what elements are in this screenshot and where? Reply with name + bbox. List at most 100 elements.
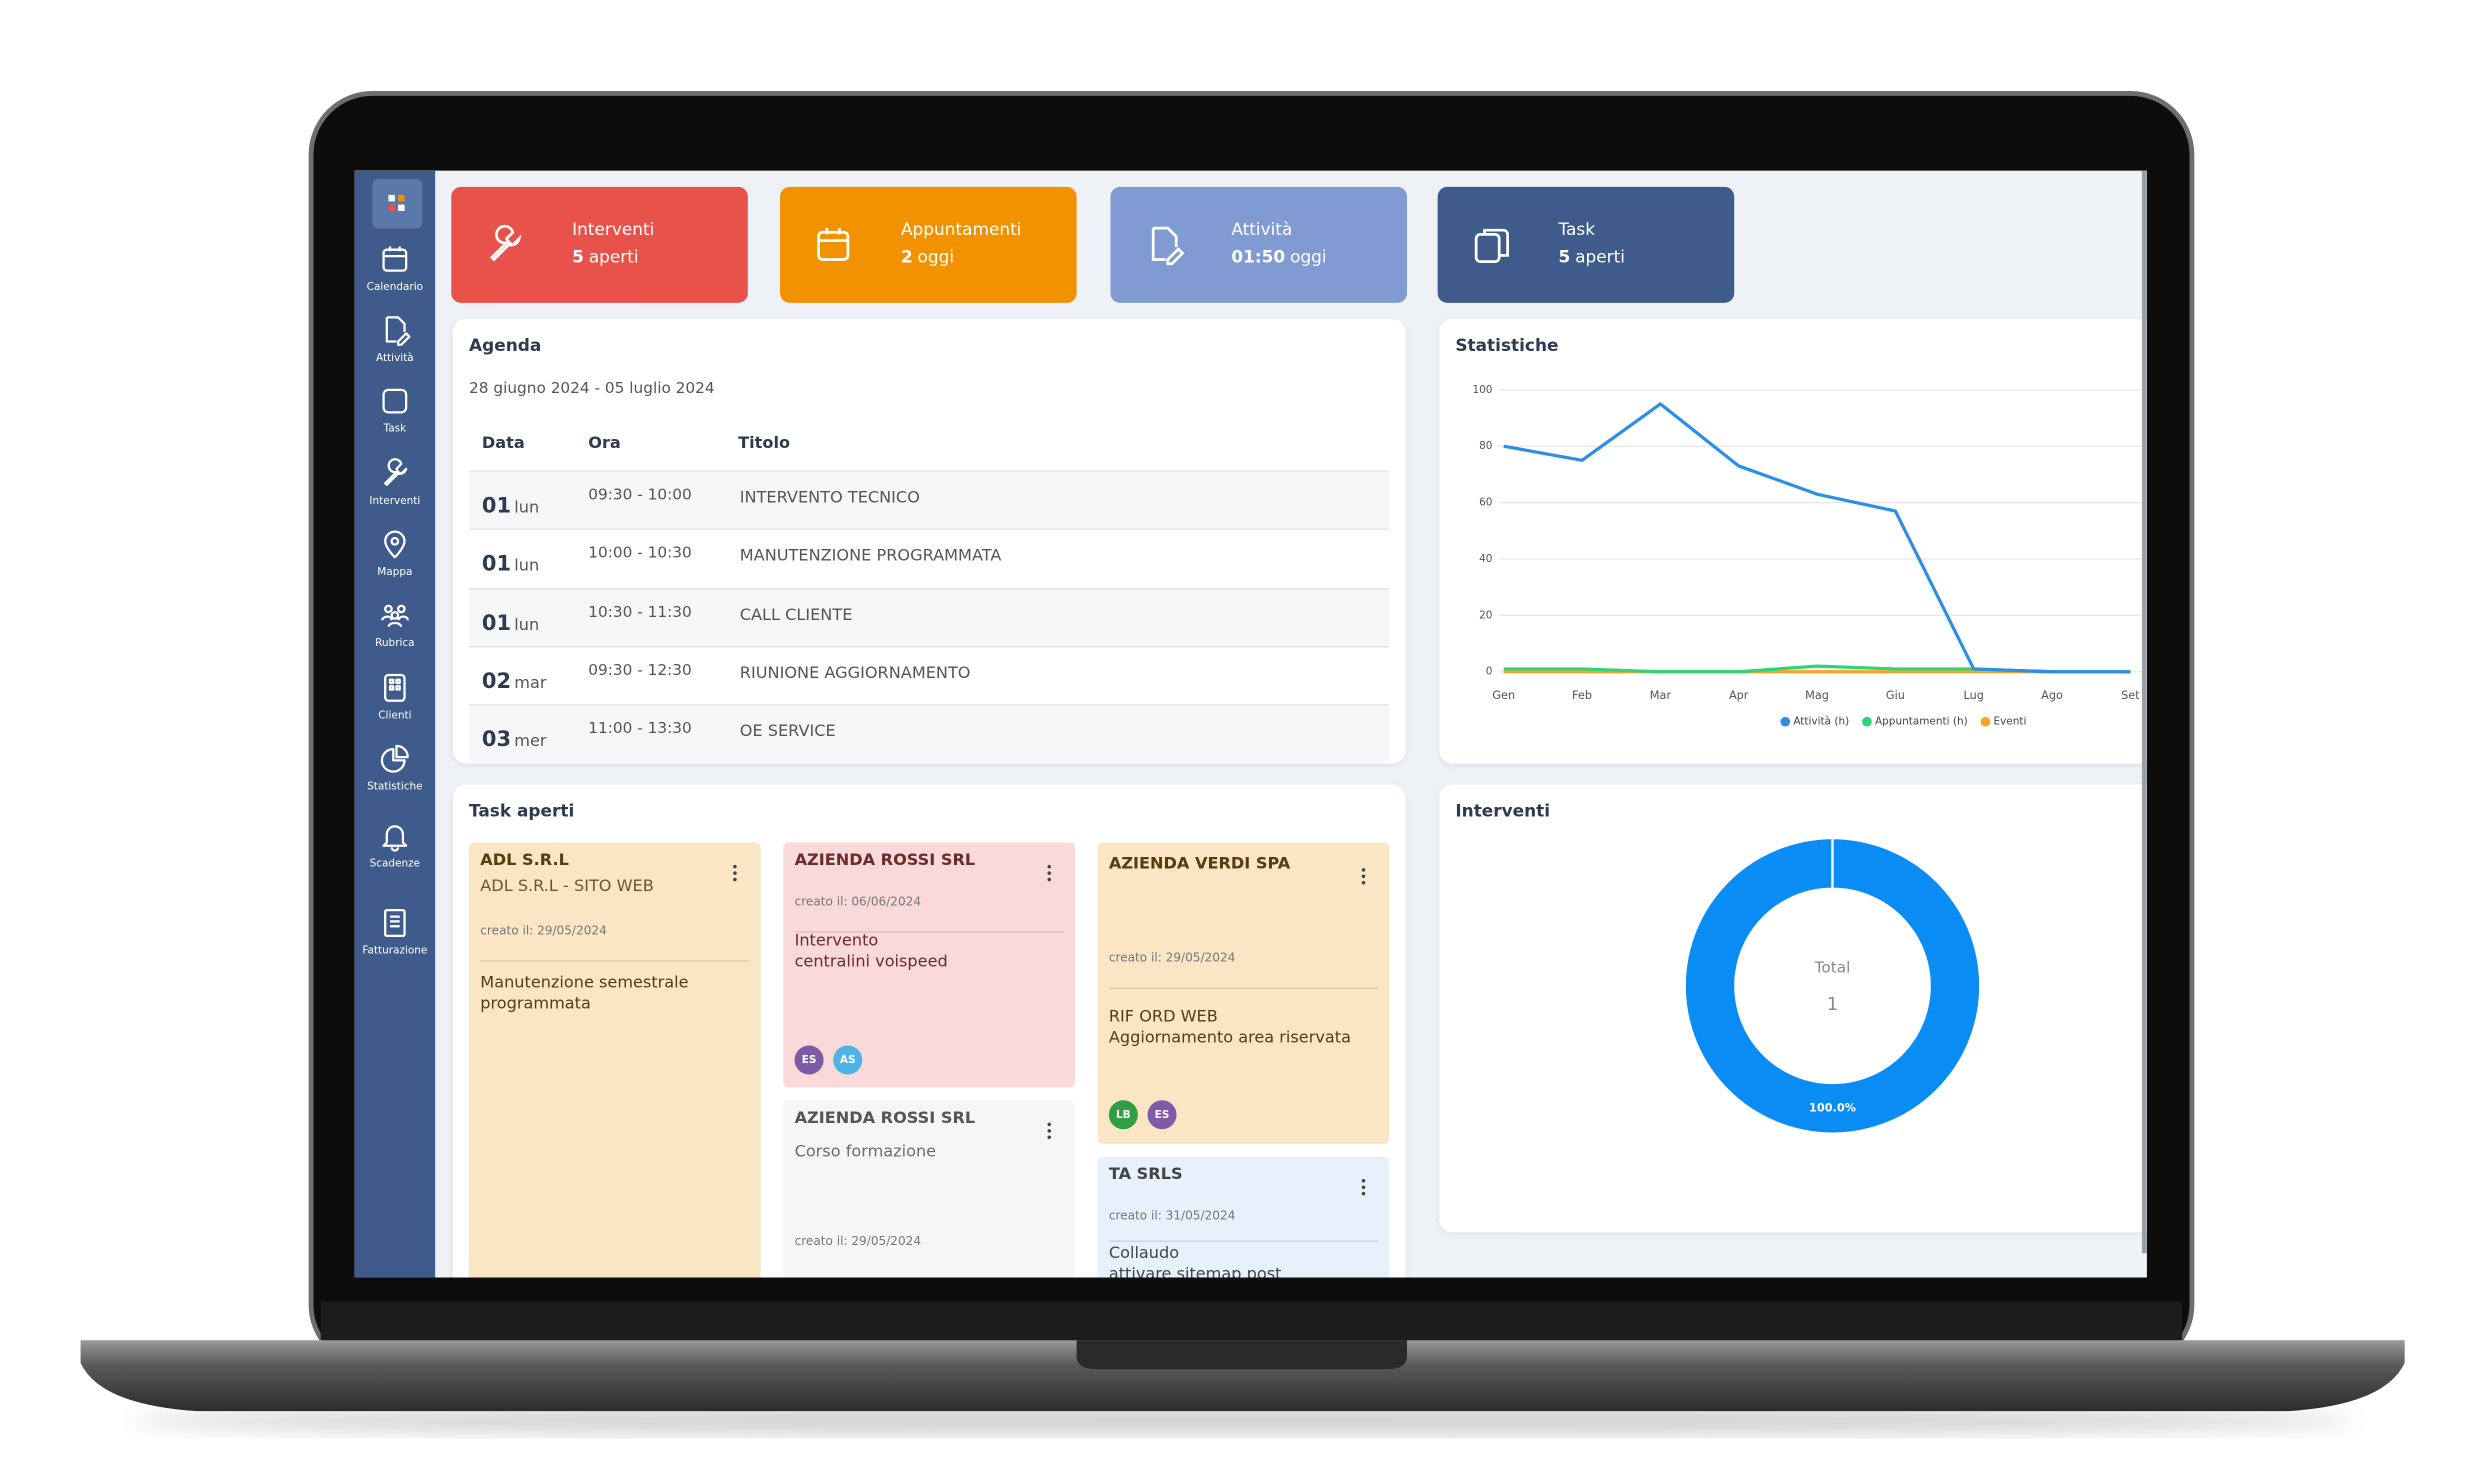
agenda-row: [469, 470, 1390, 529]
doughnut-slice: [1685, 839, 1980, 1133]
agenda-weekday: mer: [514, 733, 547, 751]
task-description: centralini voispeed: [794, 952, 948, 971]
agenda-weekday: lun: [514, 557, 540, 576]
x-tick-label: Set: [2121, 689, 2140, 702]
agenda-event-title: CALL CLIENTE: [739, 606, 853, 625]
task-subtitle: ADL S.R.L - SITO WEB: [480, 877, 654, 896]
nav-item[interactable]: Attività: [355, 314, 436, 364]
agenda-row: [469, 645, 1390, 704]
task-card[interactable]: AZIENDA ROSSI SRL Corso formazione creato …: [783, 1100, 1076, 1278]
y-tick-label: 60: [1479, 497, 1492, 509]
avatar[interactable]: AS: [833, 1045, 863, 1075]
menu-dot: [733, 864, 737, 869]
avatar[interactable]: ES: [794, 1045, 824, 1075]
nav-label: Calendario: [366, 280, 424, 294]
agenda-day: 01: [481, 553, 512, 578]
nav-label: Rubrica: [375, 636, 415, 650]
task-separator: [1108, 987, 1379, 990]
menu-dot: [1361, 1185, 1366, 1190]
tasks-title: Task aperti: [469, 802, 575, 822]
agenda-event-title: MANUTENZIONE PROGRAMMATA: [739, 548, 1002, 566]
shadow: [130, 1406, 2355, 1436]
stat-card[interactable]: Attività 01:50 oggi: [1110, 186, 1408, 303]
nav-item[interactable]: Interventi: [355, 457, 436, 507]
menu-dot: [733, 871, 737, 875]
task-menu: [1047, 864, 1051, 882]
stat-title: Appuntamenti: [900, 220, 1022, 241]
stat-value: 2: [900, 248, 913, 268]
logo[interactable]: [372, 178, 423, 229]
y-tick-label: 80: [1479, 440, 1492, 452]
task-menu: [1047, 1122, 1051, 1140]
nav-icon: [382, 388, 408, 414]
avatar[interactable]: LB: [1108, 1100, 1138, 1130]
agenda-event-title: INTERVENTO TECNICO: [739, 489, 920, 508]
x-tick-label: Lug: [1963, 689, 1983, 702]
x-tick-label: Feb: [1572, 689, 1592, 702]
menu-dot: [1361, 868, 1366, 872]
stat-card[interactable]: Task 5 aperti: [1437, 186, 1735, 303]
nav-label: Attività: [375, 351, 414, 365]
agenda-time: 09:30 - 12:30: [588, 661, 692, 680]
stat-icon: [1151, 226, 1185, 266]
menu-dot: [1361, 874, 1366, 879]
task-card[interactable]: ADL S.R.L ADL S.R.L - SITO WEB creato il: …: [469, 842, 761, 1278]
nav-icon: [382, 246, 408, 272]
nav-item[interactable]: Fatturazione: [355, 907, 436, 957]
stat-card[interactable]: Appuntamenti 2 oggi: [780, 186, 1077, 303]
agenda-column-header: Ora: [588, 434, 621, 453]
dashboard: Calendario Attività Task Interventi Mappa Rub…: [354, 170, 2147, 1278]
stat-title: Interventi: [572, 220, 655, 241]
nav-item[interactable]: Scadenze: [355, 820, 436, 870]
task-menu: [1361, 868, 1366, 885]
task-card[interactable]: AZIENDA ROSSI SRL creato il: 06/06/2024 In…: [783, 842, 1076, 1088]
menu-dot: [1047, 1129, 1051, 1133]
menu-dot: [1047, 864, 1051, 869]
legend-marker: [1780, 716, 1791, 727]
y-tick-label: 100: [1472, 384, 1492, 396]
nav-item[interactable]: Clienti: [355, 672, 436, 722]
center-value: 1: [1827, 995, 1838, 1015]
task-card[interactable]: TA SRLS creato il: 31/05/2024 Collaudo atti…: [1097, 1156, 1390, 1278]
chart-title: Interventi: [1455, 802, 1551, 822]
stat-value-line: 5 aperti: [1559, 248, 1625, 267]
agenda-column-header: Data: [481, 434, 525, 453]
agenda-date: 03 mer: [481, 722, 547, 753]
task-subtitle: Corso formazione: [794, 1143, 937, 1162]
agenda-column-header: Titolo: [738, 434, 791, 453]
legend-label: Eventi: [1993, 716, 2026, 728]
nav-icon: [384, 909, 406, 938]
legend-marker: [1862, 716, 1872, 727]
nav-item[interactable]: Mappa: [355, 528, 436, 578]
agenda-panel: Agenda 28 giugno 2024 - 05 luglio 2024 Dat…: [452, 318, 1406, 764]
avatar[interactable]: ES: [1147, 1100, 1177, 1130]
nav-item[interactable]: Calendario: [355, 243, 436, 293]
agenda-day: 01: [481, 494, 512, 519]
agenda-time: 10:00 - 10:30: [588, 544, 692, 563]
stat-card[interactable]: Interventi 5 aperti: [451, 186, 748, 303]
nav-item[interactable]: Statistiche: [355, 743, 436, 793]
nav-item[interactable]: Task: [355, 385, 436, 435]
nav-label: Clienti: [378, 708, 412, 722]
stat-value-line: 5 aperti: [572, 248, 638, 267]
task-menu: [733, 864, 737, 882]
nav-label: Task: [383, 422, 407, 435]
nav-icon: [382, 825, 408, 852]
stat-icon: [489, 224, 522, 262]
nav-item[interactable]: Rubrica: [355, 599, 436, 649]
nav-icon: [385, 316, 411, 346]
agenda-day: 03: [481, 728, 512, 753]
x-tick-label: Mag: [1805, 689, 1829, 702]
task-created: creato il: 29/05/2024: [794, 1233, 922, 1249]
stat-unit: aperti: [1575, 248, 1625, 268]
task-card[interactable]: AZIENDA VERDI SPA creato il: 29/05/2024 RI…: [1097, 842, 1390, 1144]
stat-value: 01:50: [1231, 248, 1286, 268]
stat-unit: oggi: [917, 248, 955, 268]
stat-icon: [1474, 228, 1509, 263]
nav-label: Statistiche: [367, 779, 423, 793]
x-tick-label: Apr: [1729, 689, 1749, 702]
task-company: AZIENDA ROSSI SRL: [794, 852, 976, 870]
nav-label: Fatturazione: [362, 943, 428, 957]
agenda-event-title: RIUNIONE AGGIORNAMENTO: [739, 665, 971, 683]
notch: [1076, 1340, 1408, 1370]
